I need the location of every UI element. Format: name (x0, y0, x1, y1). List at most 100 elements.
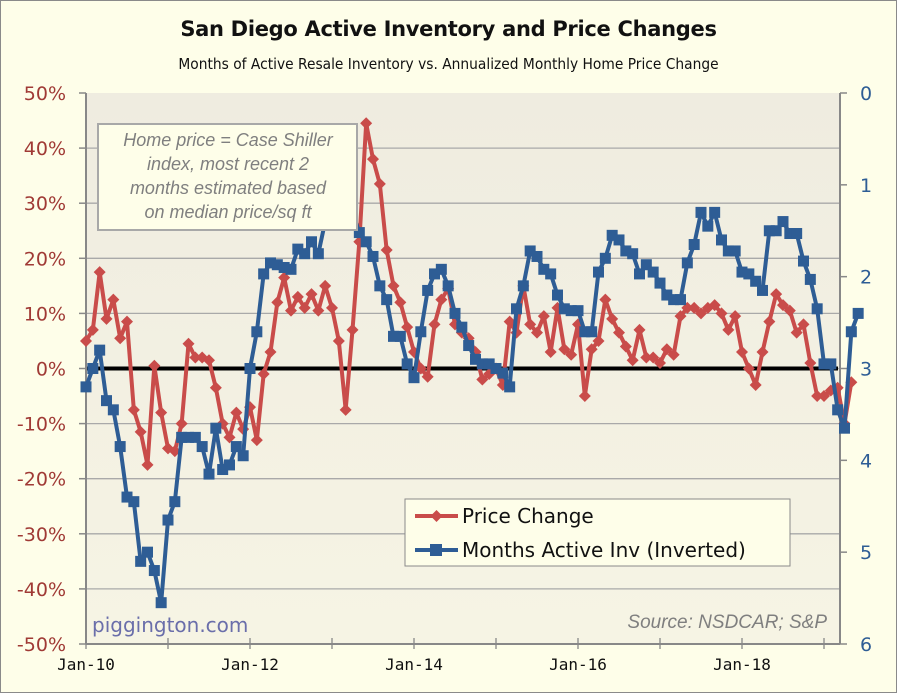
data-point-square (572, 305, 584, 317)
data-point-diamond (565, 348, 578, 361)
series-months-active-inventory (80, 202, 864, 609)
data-point-diamond (285, 304, 297, 317)
data-point-square (839, 422, 850, 434)
data-point-square (668, 294, 680, 306)
data-point-diamond (107, 293, 120, 306)
data-point-square (845, 326, 857, 338)
data-point-square (777, 216, 789, 228)
data-point-square (258, 268, 270, 280)
data-point-square (483, 358, 495, 370)
data-point-square (183, 431, 194, 443)
x-tick-label: Jan-16 (549, 655, 607, 674)
annotation-line: months estimated based (130, 178, 327, 198)
data-point-square (408, 372, 420, 384)
data-point-square (565, 305, 577, 317)
data-point-square (169, 496, 181, 508)
data-point-square (770, 225, 782, 237)
data-point-diamond (127, 403, 140, 416)
data-point-square (627, 248, 639, 260)
right-axis-ticks: 0 1 2 3 4 5 6 (840, 83, 872, 656)
annotation-line: on median price/sq ft (144, 202, 312, 222)
data-point-square (278, 261, 290, 273)
data-point-square (251, 326, 263, 338)
data-point-diamond (367, 153, 379, 166)
data-point-diamond (654, 356, 666, 369)
data-point-square (606, 229, 618, 241)
data-point-square (114, 441, 126, 453)
data-point-diamond (544, 345, 557, 358)
data-point-square (155, 597, 167, 609)
legend-price-marker (430, 510, 443, 522)
data-point-square (429, 268, 440, 280)
data-point-diamond (250, 434, 263, 447)
data-point-square (265, 257, 276, 269)
data-point-square (763, 225, 775, 237)
data-point-diamond (93, 266, 106, 279)
data-point-diamond (619, 340, 632, 353)
x-tick-label: Jan-10 (57, 655, 115, 674)
legend: Price Change Months Active Inv (Inverted… (404, 498, 791, 567)
data-point-square (94, 344, 106, 356)
right-tick-label: 6 (860, 634, 872, 656)
data-point-square (531, 250, 543, 262)
data-point-diamond (86, 323, 99, 336)
data-point-diamond (435, 293, 448, 306)
data-point-square (456, 321, 468, 333)
data-point-diamond (182, 337, 195, 350)
data-point-square (524, 245, 536, 257)
data-point-diamond (592, 334, 605, 347)
data-point-diamond (155, 406, 168, 419)
data-point-square (490, 363, 502, 374)
data-point-diamond (811, 390, 824, 403)
data-point-square (217, 464, 229, 476)
data-point-diamond (298, 301, 311, 314)
right-tick-label: 1 (860, 175, 872, 197)
data-point-square (634, 268, 645, 280)
data-point-square (299, 248, 311, 260)
data-point-square (271, 259, 283, 271)
data-point-square (722, 245, 734, 257)
data-point-diamond (763, 315, 776, 328)
data-point-square (784, 228, 796, 240)
data-point-diamond (346, 323, 359, 336)
right-tick-label: 0 (860, 83, 872, 105)
data-point-square (832, 404, 844, 416)
left-tick-label: 50% (24, 83, 66, 105)
data-point-diamond (134, 425, 147, 438)
data-point-square (743, 268, 755, 280)
data-point-diamond (537, 310, 550, 323)
data-point-diamond (736, 345, 748, 358)
data-point-diamond (695, 307, 707, 320)
data-point-square (162, 514, 174, 526)
data-point-diamond (715, 307, 728, 320)
annotation-box: Home price = Case Shiller index, most re… (97, 123, 358, 231)
right-tick-label: 4 (860, 450, 872, 472)
data-point-diamond (667, 348, 680, 361)
data-point-square (189, 431, 201, 443)
data-point-square (476, 358, 488, 370)
data-point-diamond (230, 406, 243, 419)
data-point-square (142, 546, 153, 558)
data-point-diamond (209, 381, 222, 394)
data-point-square (210, 422, 222, 434)
legend-inventory-marker (430, 544, 442, 556)
data-point-square (285, 263, 297, 275)
left-axis-ticks: 50% 40% 30% 20% 10% 0% -10% -20% -30% -40% -50% (17, 83, 86, 656)
data-point-diamond (148, 359, 161, 372)
annotation-line: index, most recent 2 (147, 154, 309, 174)
data-point-square (463, 340, 475, 352)
data-point-diamond (790, 326, 803, 339)
data-point-square (661, 289, 673, 301)
left-tick-label: 30% (24, 193, 66, 215)
data-point-square (135, 555, 147, 567)
left-tick-label: -30% (17, 524, 66, 546)
data-point-diamond (606, 312, 619, 325)
data-point-diamond (722, 323, 735, 336)
data-point-square (224, 459, 235, 471)
data-point-square (647, 266, 659, 278)
data-point-diamond (305, 288, 318, 301)
chart-subtitle: Months of Active Resale Inventory vs. An… (178, 55, 719, 73)
data-point-diamond (271, 296, 284, 309)
data-point-square (121, 491, 133, 503)
